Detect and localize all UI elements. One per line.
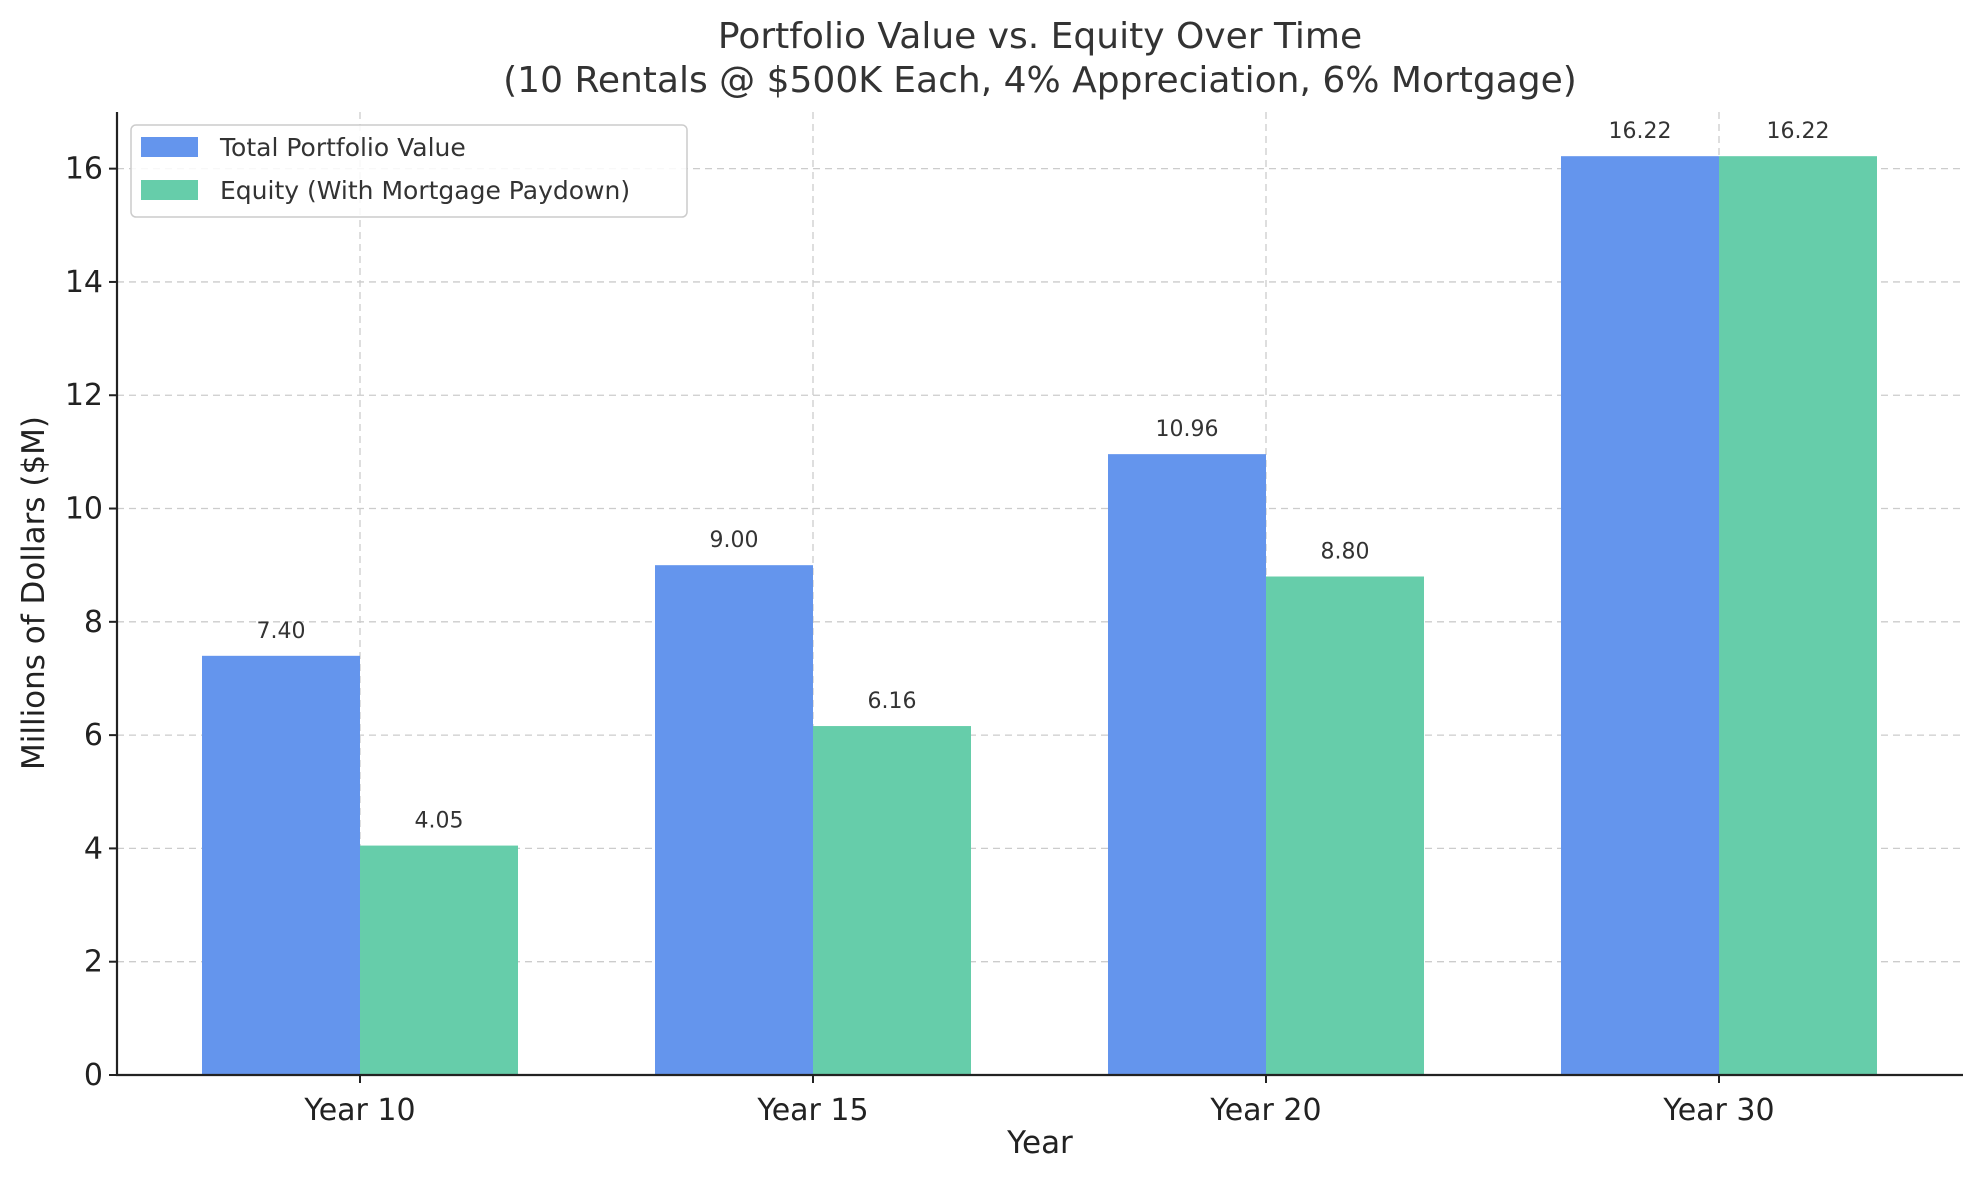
- y-tick-label: 6: [84, 718, 103, 753]
- bar-total-portfolio-value: [655, 565, 813, 1075]
- legend-box: [130, 124, 688, 218]
- y-tick-label: 8: [84, 605, 103, 640]
- bar-equity: [1266, 576, 1424, 1075]
- bar-value-label: 16.22: [1609, 119, 1672, 144]
- chart-subtitle: (10 Rentals @ $500K Each, 4% Appreciatio…: [503, 60, 1577, 101]
- y-tick-label: 12: [65, 378, 103, 413]
- bar-value-label: 10.96: [1156, 417, 1219, 442]
- legend-swatch-total-portfolio-value: [141, 137, 198, 157]
- x-axis-label: Year: [1006, 1125, 1073, 1161]
- bar-equity: [1719, 156, 1877, 1076]
- bar-value-label: 4.05: [415, 809, 464, 834]
- chart-title: Portfolio Value vs. Equity Over Time: [718, 16, 1362, 57]
- y-tick-label: 16: [65, 152, 103, 187]
- y-tick-label: 0: [84, 1058, 103, 1093]
- x-tick-label: Year 30: [1662, 1093, 1774, 1128]
- x-tick-label: Year 15: [756, 1093, 868, 1128]
- legend-label-total-portfolio-value: Total Portfolio Value: [219, 133, 466, 162]
- bars-layer: [202, 156, 1877, 1076]
- bar-value-label: 7.40: [257, 619, 306, 644]
- axes-layer: [115, 112, 1963, 1077]
- bar-total-portfolio-value: [202, 655, 360, 1075]
- x-tick-label: Year 10: [303, 1093, 415, 1128]
- bar-value-label: 6.16: [868, 689, 917, 714]
- y-tick-label: 2: [84, 945, 103, 980]
- bar-value-label: 16.22: [1767, 119, 1830, 144]
- y-tick-label: 10: [65, 492, 103, 527]
- ticks-layer: 0 2 4 6 8 10 12 14 16 Year 10 Year 15 Year 20 Year 3…: [65, 152, 1775, 1128]
- legend: Total Portfolio Value Equity (With Mortg…: [130, 124, 688, 218]
- legend-swatch-equity: [141, 180, 198, 200]
- bar-equity: [360, 845, 518, 1075]
- y-axis-label: Millions of Dollars ($M): [16, 416, 52, 770]
- bar-total-portfolio-value: [1108, 454, 1266, 1076]
- bar-labels-layer: 7.40 9.00 10.96 16.22 4.05 6.16 8.80 16.22: [257, 119, 1830, 833]
- bar-value-label: 9.00: [710, 528, 759, 553]
- bar-value-label: 8.80: [1321, 540, 1370, 565]
- y-tick-label: 14: [65, 265, 103, 300]
- bar-equity: [813, 726, 971, 1075]
- legend-label-equity: Equity (With Mortgage Paydown): [220, 176, 630, 205]
- x-tick-label: Year 20: [1209, 1093, 1321, 1128]
- y-tick-label: 4: [84, 831, 103, 866]
- bar-total-portfolio-value: [1561, 156, 1719, 1076]
